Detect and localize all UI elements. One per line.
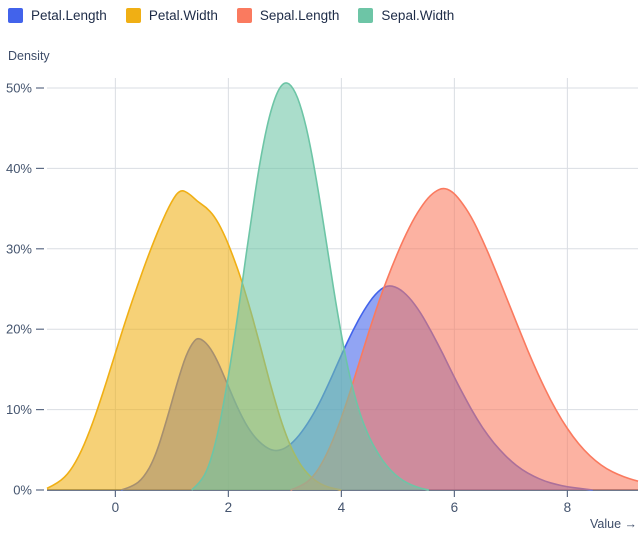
legend-swatch-sepal-length: [236, 8, 252, 23]
x-axis-title: Value →: [589, 517, 637, 531]
y-tick-label: 0%: [13, 483, 32, 498]
y-tick-label: 10%: [6, 402, 32, 417]
y-tick-label: 40%: [6, 161, 32, 176]
legend-label: Petal.Length: [31, 7, 107, 23]
y-axis-title: Density: [8, 49, 50, 63]
x-tick-label: 0: [112, 500, 120, 515]
y-tick-label: 50%: [6, 81, 32, 96]
legend-item-sepal-width: Sepal.Width: [358, 8, 454, 23]
series-sepal-length-line: [290, 187, 639, 491]
legend-swatch-petal-width: [125, 8, 141, 23]
series-sepal-width-line: [191, 82, 430, 491]
x-tick-label: 4: [338, 500, 346, 515]
series-sepal-width-area: [191, 82, 429, 490]
legend-label: Sepal.Length: [259, 7, 340, 23]
y-tick-label: 30%: [6, 241, 32, 256]
legend: Petal.Length Petal.Width Sepal.Length Sepal…: [8, 8, 454, 23]
legend-item-petal-width: Petal.Width: [125, 7, 218, 23]
legend-label: Sepal.Width: [381, 7, 455, 23]
series-sepal-length-area: [290, 188, 638, 491]
x-tick-label: 6: [451, 500, 459, 515]
legend-label: Petal.Width: [148, 7, 218, 23]
x-tick-label: 8: [564, 500, 572, 515]
legend-item-sepal-length: Sepal.Length: [236, 7, 340, 23]
legend-item-petal-length: Petal.Length: [8, 8, 107, 23]
legend-swatch-petal-length: [8, 8, 23, 23]
y-tick-label: 20%: [6, 322, 32, 337]
x-tick-label: 2: [225, 500, 233, 515]
legend-swatch-sepal-width: [358, 8, 374, 23]
